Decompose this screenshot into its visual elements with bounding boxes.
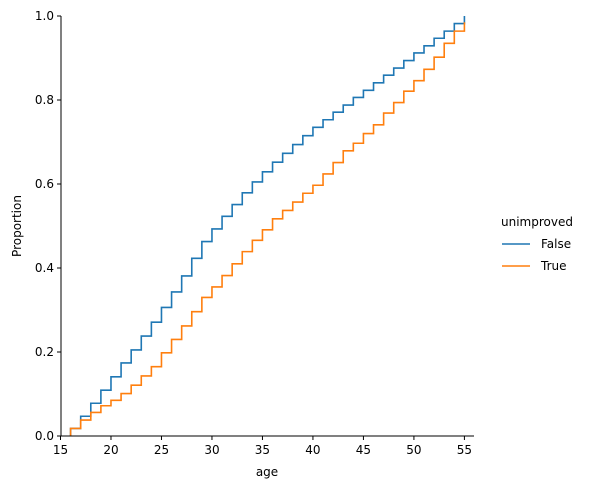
- y-tick-label: 0.6: [35, 177, 54, 191]
- legend: unimproved False True: [501, 215, 573, 273]
- y-axis-label: Proportion: [10, 195, 24, 257]
- plot-area: 15 20 25 30 35 40 45 50 55 0.0 0.2 0.4 0.6 0.8 1.0: [35, 9, 474, 457]
- legend-label-true: True: [540, 259, 567, 273]
- x-tick-label: 30: [204, 443, 219, 457]
- series-layer: [69, 16, 466, 436]
- x-axis-label: age: [256, 465, 278, 479]
- x-tick-label: 55: [457, 443, 472, 457]
- x-tick-label: 20: [103, 443, 118, 457]
- y-tick-label: 0.8: [35, 93, 54, 107]
- x-tick-label: 45: [356, 443, 371, 457]
- x-tick-label: 15: [53, 443, 68, 457]
- y-tick-label: 0.0: [35, 429, 54, 443]
- legend-title: unimproved: [501, 215, 573, 229]
- x-tick-label: 25: [154, 443, 169, 457]
- x-ticks: 15 20 25 30 35 40 45 50 55: [53, 436, 472, 457]
- y-ticks: 0.0 0.2 0.4 0.6 0.8 1.0: [35, 9, 61, 443]
- y-tick-label: 0.2: [35, 345, 54, 359]
- legend-label-false: False: [541, 237, 571, 251]
- x-tick-label: 50: [406, 443, 421, 457]
- y-tick-label: 1.0: [35, 9, 54, 23]
- series-line-false: [69, 16, 466, 436]
- x-tick-label: 40: [305, 443, 320, 457]
- x-tick-label: 35: [255, 443, 270, 457]
- series-line-true: [69, 22, 466, 436]
- y-tick-label: 0.4: [35, 261, 54, 275]
